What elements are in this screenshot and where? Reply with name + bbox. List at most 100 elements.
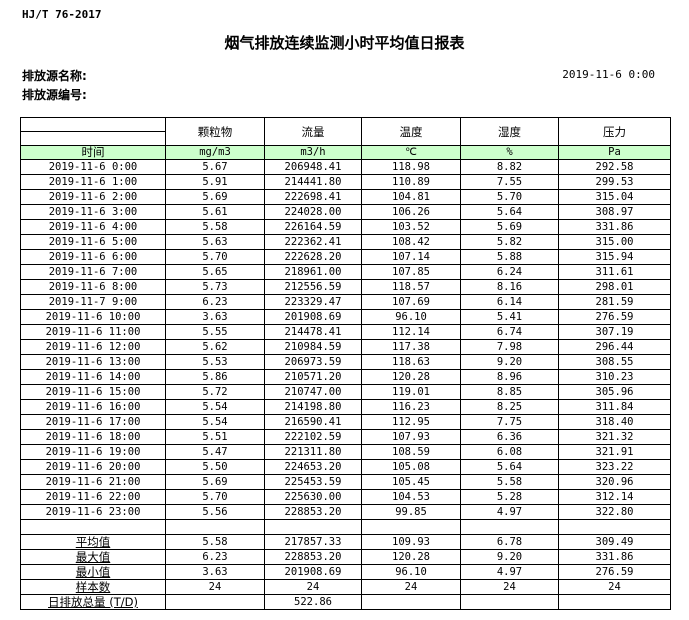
value-cell: 5.73 bbox=[165, 279, 265, 295]
report-date: 2019-11-6 0:00 bbox=[562, 68, 655, 81]
value-cell: 222698.41 bbox=[264, 189, 362, 205]
empty-cell bbox=[264, 519, 362, 535]
value-cell: 218961.00 bbox=[264, 264, 362, 280]
value-cell: 5.53 bbox=[165, 354, 265, 370]
value-cell: 308.55 bbox=[558, 354, 671, 370]
value-cell: 104.81 bbox=[361, 189, 461, 205]
summary-value: 24 bbox=[558, 579, 671, 595]
value-cell: 210747.00 bbox=[264, 384, 362, 400]
value-cell: 9.20 bbox=[460, 354, 559, 370]
time-cell: 2019-11-6 10:00 bbox=[20, 309, 166, 325]
value-cell: 210984.59 bbox=[264, 339, 362, 355]
value-cell: 8.82 bbox=[460, 159, 559, 175]
value-cell: 6.23 bbox=[165, 294, 265, 310]
value-cell: 298.01 bbox=[558, 279, 671, 295]
value-cell: 118.57 bbox=[361, 279, 461, 295]
unit-cell: ℃ bbox=[361, 145, 461, 160]
value-cell: 5.47 bbox=[165, 444, 265, 460]
time-cell: 2019-11-6 0:00 bbox=[20, 159, 166, 175]
value-cell: 5.69 bbox=[460, 219, 559, 235]
table-row: 2019-11-6 13:00 5.53 206973.59 118.63 9.20 30… bbox=[20, 354, 671, 370]
table-row: 2019-11-6 7:00 5.65 218961.00 107.85 6.24 311… bbox=[20, 264, 671, 280]
value-cell: 105.08 bbox=[361, 459, 461, 475]
value-cell: 104.53 bbox=[361, 489, 461, 505]
table-row: 2019-11-7 9:00 6.23 223329.47 107.69 6.14 281… bbox=[20, 294, 671, 310]
time-cell: 2019-11-6 18:00 bbox=[20, 429, 166, 445]
value-cell: 323.22 bbox=[558, 459, 671, 475]
value-cell: 276.59 bbox=[558, 309, 671, 325]
time-cell: 2019-11-6 13:00 bbox=[20, 354, 166, 370]
value-cell: 112.95 bbox=[361, 414, 461, 430]
summary-label: 最小值 bbox=[20, 564, 166, 580]
value-cell: 225453.59 bbox=[264, 474, 362, 490]
column-header: 流量 bbox=[264, 117, 362, 146]
value-cell: 320.96 bbox=[558, 474, 671, 490]
value-cell: 5.64 bbox=[460, 459, 559, 475]
value-cell: 5.70 bbox=[165, 249, 265, 265]
empty-cell bbox=[165, 519, 265, 535]
value-cell: 305.96 bbox=[558, 384, 671, 400]
value-cell: 5.70 bbox=[460, 189, 559, 205]
value-cell: 5.67 bbox=[165, 159, 265, 175]
time-cell: 2019-11-6 11:00 bbox=[20, 324, 166, 340]
empty-cell bbox=[558, 594, 671, 610]
summary-row: 平均值 5.58 217857.33 109.93 6.78 309.49 bbox=[20, 534, 671, 550]
time-cell: 2019-11-6 21:00 bbox=[20, 474, 166, 490]
value-cell: 226164.59 bbox=[264, 219, 362, 235]
value-cell: 201908.69 bbox=[264, 309, 362, 325]
value-cell: 322.80 bbox=[558, 504, 671, 520]
value-cell: 7.75 bbox=[460, 414, 559, 430]
empty-cell bbox=[460, 594, 559, 610]
value-cell: 5.50 bbox=[165, 459, 265, 475]
table-row: 2019-11-6 11:00 5.55 214478.41 112.14 6.74 30… bbox=[20, 324, 671, 340]
summary-value: 5.58 bbox=[165, 534, 265, 550]
value-cell: 222628.20 bbox=[264, 249, 362, 265]
value-cell: 5.86 bbox=[165, 369, 265, 385]
report-table: 颗粒物 流量 温度 湿度 压力 时间 mg/m3 m3/h ℃% Pa 2019-11-6 0:00… bbox=[20, 117, 671, 610]
value-cell: 107.69 bbox=[361, 294, 461, 310]
value-cell: 8.85 bbox=[460, 384, 559, 400]
value-cell: 118.63 bbox=[361, 354, 461, 370]
summary-value: 6.78 bbox=[460, 534, 559, 550]
unit-cell: % bbox=[460, 145, 559, 160]
value-cell: 315.04 bbox=[558, 189, 671, 205]
value-cell: 318.40 bbox=[558, 414, 671, 430]
column-header: 湿度 bbox=[460, 117, 559, 146]
value-cell: 5.54 bbox=[165, 399, 265, 415]
value-cell: 6.74 bbox=[460, 324, 559, 340]
value-cell: 117.38 bbox=[361, 339, 461, 355]
value-cell: 5.58 bbox=[165, 219, 265, 235]
summary-value: 3.63 bbox=[165, 564, 265, 580]
value-cell: 5.41 bbox=[460, 309, 559, 325]
time-cell: 2019-11-6 1:00 bbox=[20, 174, 166, 190]
summary-value: 9.20 bbox=[460, 549, 559, 565]
value-cell: 222362.41 bbox=[264, 234, 362, 250]
time-cell: 2019-11-6 15:00 bbox=[20, 384, 166, 400]
value-cell: 225630.00 bbox=[264, 489, 362, 505]
blank-row bbox=[20, 519, 671, 535]
value-cell: 108.42 bbox=[361, 234, 461, 250]
header-corner-bottom bbox=[20, 131, 166, 146]
value-cell: 214478.41 bbox=[264, 324, 362, 340]
value-cell: 224028.00 bbox=[264, 204, 362, 220]
value-cell: 321.32 bbox=[558, 429, 671, 445]
value-cell: 308.97 bbox=[558, 204, 671, 220]
value-cell: 8.96 bbox=[460, 369, 559, 385]
table-row: 2019-11-6 21:00 5.69 225453.59 105.45 5.58 32… bbox=[20, 474, 671, 490]
value-cell: 5.69 bbox=[165, 474, 265, 490]
time-cell: 2019-11-6 22:00 bbox=[20, 489, 166, 505]
time-cell: 2019-11-6 23:00 bbox=[20, 504, 166, 520]
value-cell: 292.58 bbox=[558, 159, 671, 175]
value-cell: 299.53 bbox=[558, 174, 671, 190]
value-cell: 216590.41 bbox=[264, 414, 362, 430]
summary-value: 6.23 bbox=[165, 549, 265, 565]
unit-row: 时间 mg/m3 m3/h ℃% Pa bbox=[20, 145, 671, 160]
column-header: 颗粒物 bbox=[165, 117, 265, 146]
time-cell: 2019-11-6 17:00 bbox=[20, 414, 166, 430]
value-cell: 5.82 bbox=[460, 234, 559, 250]
table-row: 2019-11-6 12:00 5.62 210984.59 117.38 7.98 29… bbox=[20, 339, 671, 355]
table-row: 2019-11-6 19:00 5.47 221311.80 108.59 6.08 32… bbox=[20, 444, 671, 460]
time-cell: 2019-11-6 16:00 bbox=[20, 399, 166, 415]
table-row: 2019-11-6 20:00 5.50 224653.20 105.08 5.64 32… bbox=[20, 459, 671, 475]
summary-value: 120.28 bbox=[361, 549, 461, 565]
